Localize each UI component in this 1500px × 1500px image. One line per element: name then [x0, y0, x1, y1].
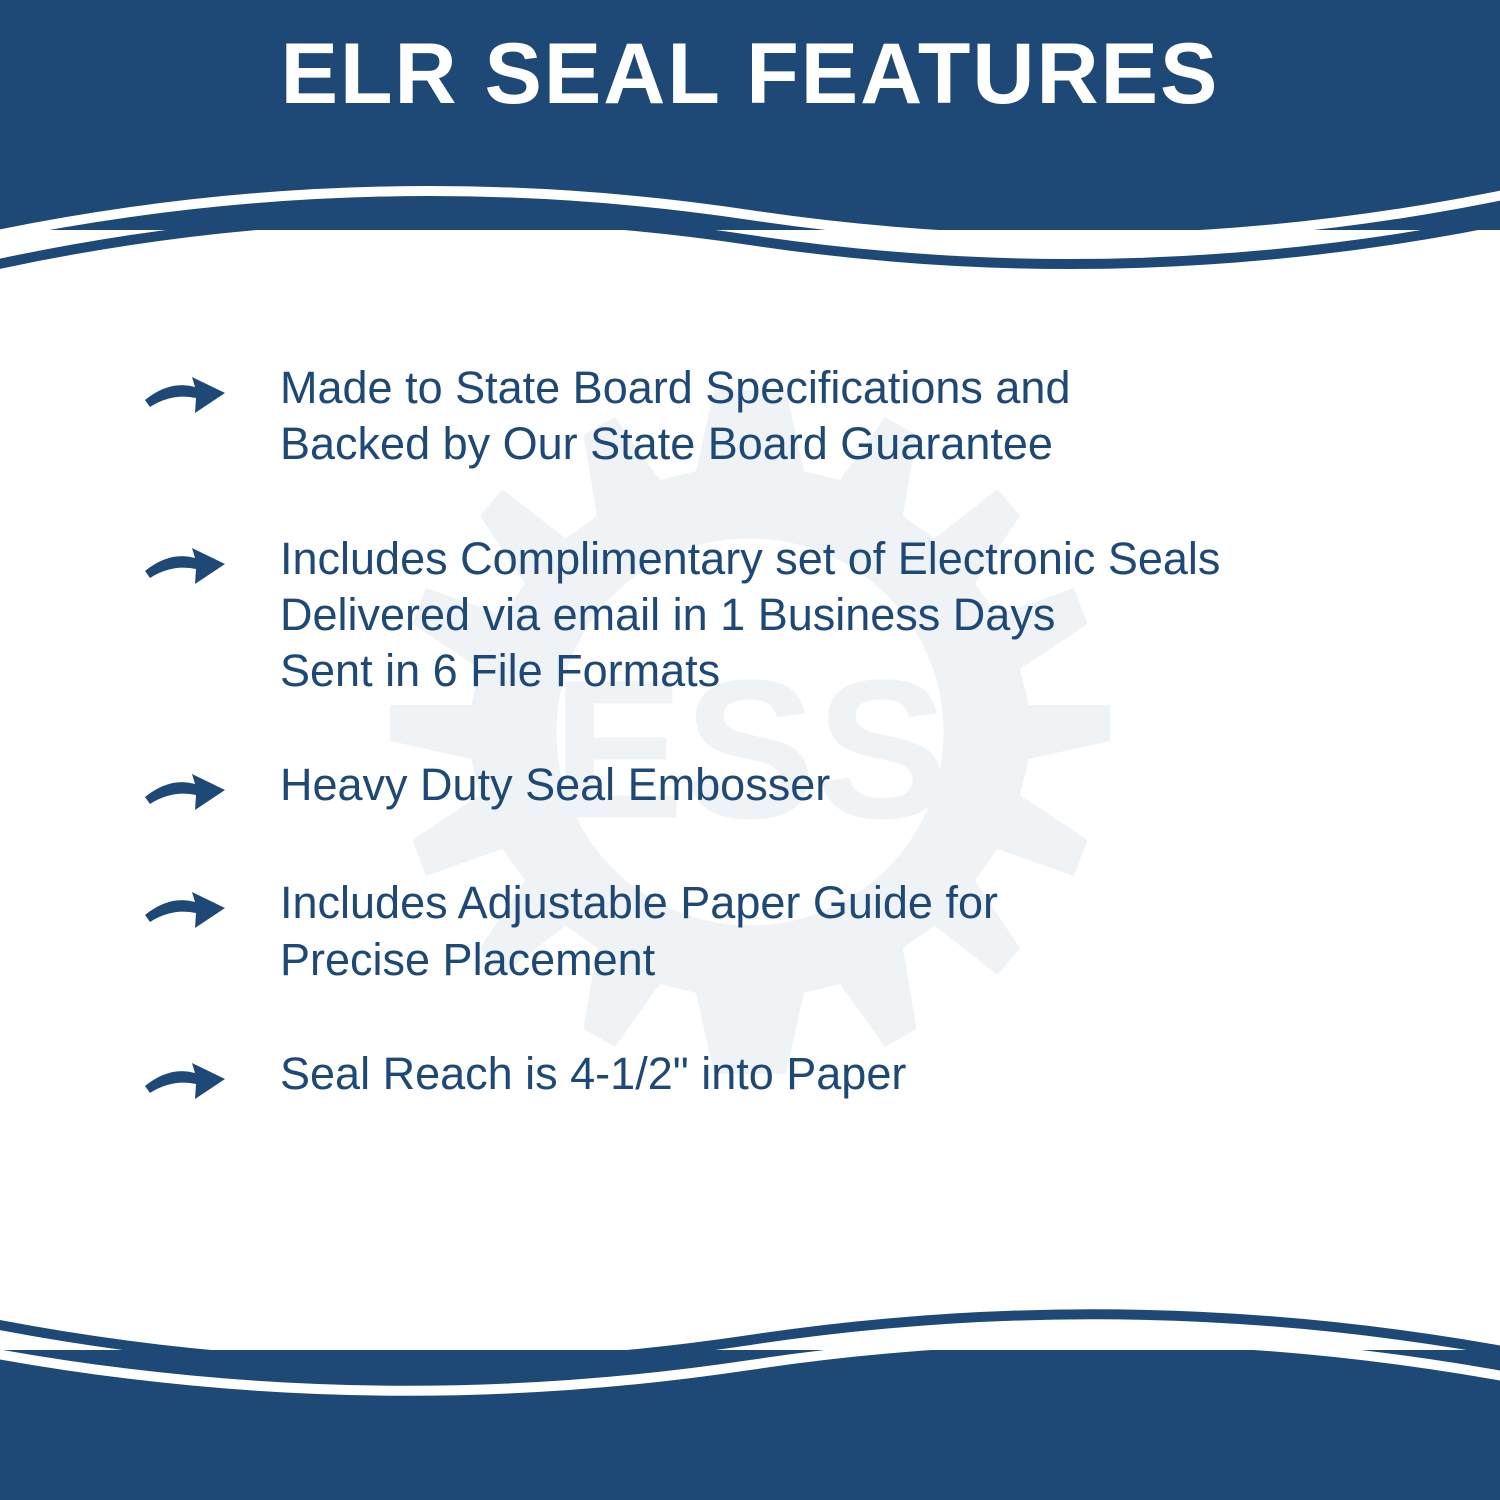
- features-list: Made to State Board Specifications and B…: [140, 360, 1380, 1164]
- arrow-icon: [140, 880, 230, 935]
- arrow-icon: [140, 536, 230, 591]
- arrow-icon: [140, 365, 230, 420]
- feature-item: Includes Adjustable Paper Guide for Prec…: [140, 875, 1380, 988]
- page-title: ELR SEAL FEATURES: [0, 25, 1500, 124]
- feature-text: Made to State Board Specifications and B…: [280, 360, 1071, 473]
- feature-item: Made to State Board Specifications and B…: [140, 360, 1380, 473]
- feature-item: Includes Complimentary set of Electronic…: [140, 531, 1380, 700]
- feature-text: Includes Complimentary set of Electronic…: [280, 531, 1220, 700]
- feature-item: Seal Reach is 4-1/2" into Paper: [140, 1046, 1380, 1106]
- arrow-icon: [140, 762, 230, 817]
- feature-item: Heavy Duty Seal Embosser: [140, 757, 1380, 817]
- feature-text: Seal Reach is 4-1/2" into Paper: [280, 1046, 906, 1102]
- arrow-icon: [140, 1051, 230, 1106]
- feature-text: Heavy Duty Seal Embosser: [280, 757, 830, 813]
- footer-swoosh: [0, 1160, 1500, 1460]
- feature-text: Includes Adjustable Paper Guide for Prec…: [280, 875, 998, 988]
